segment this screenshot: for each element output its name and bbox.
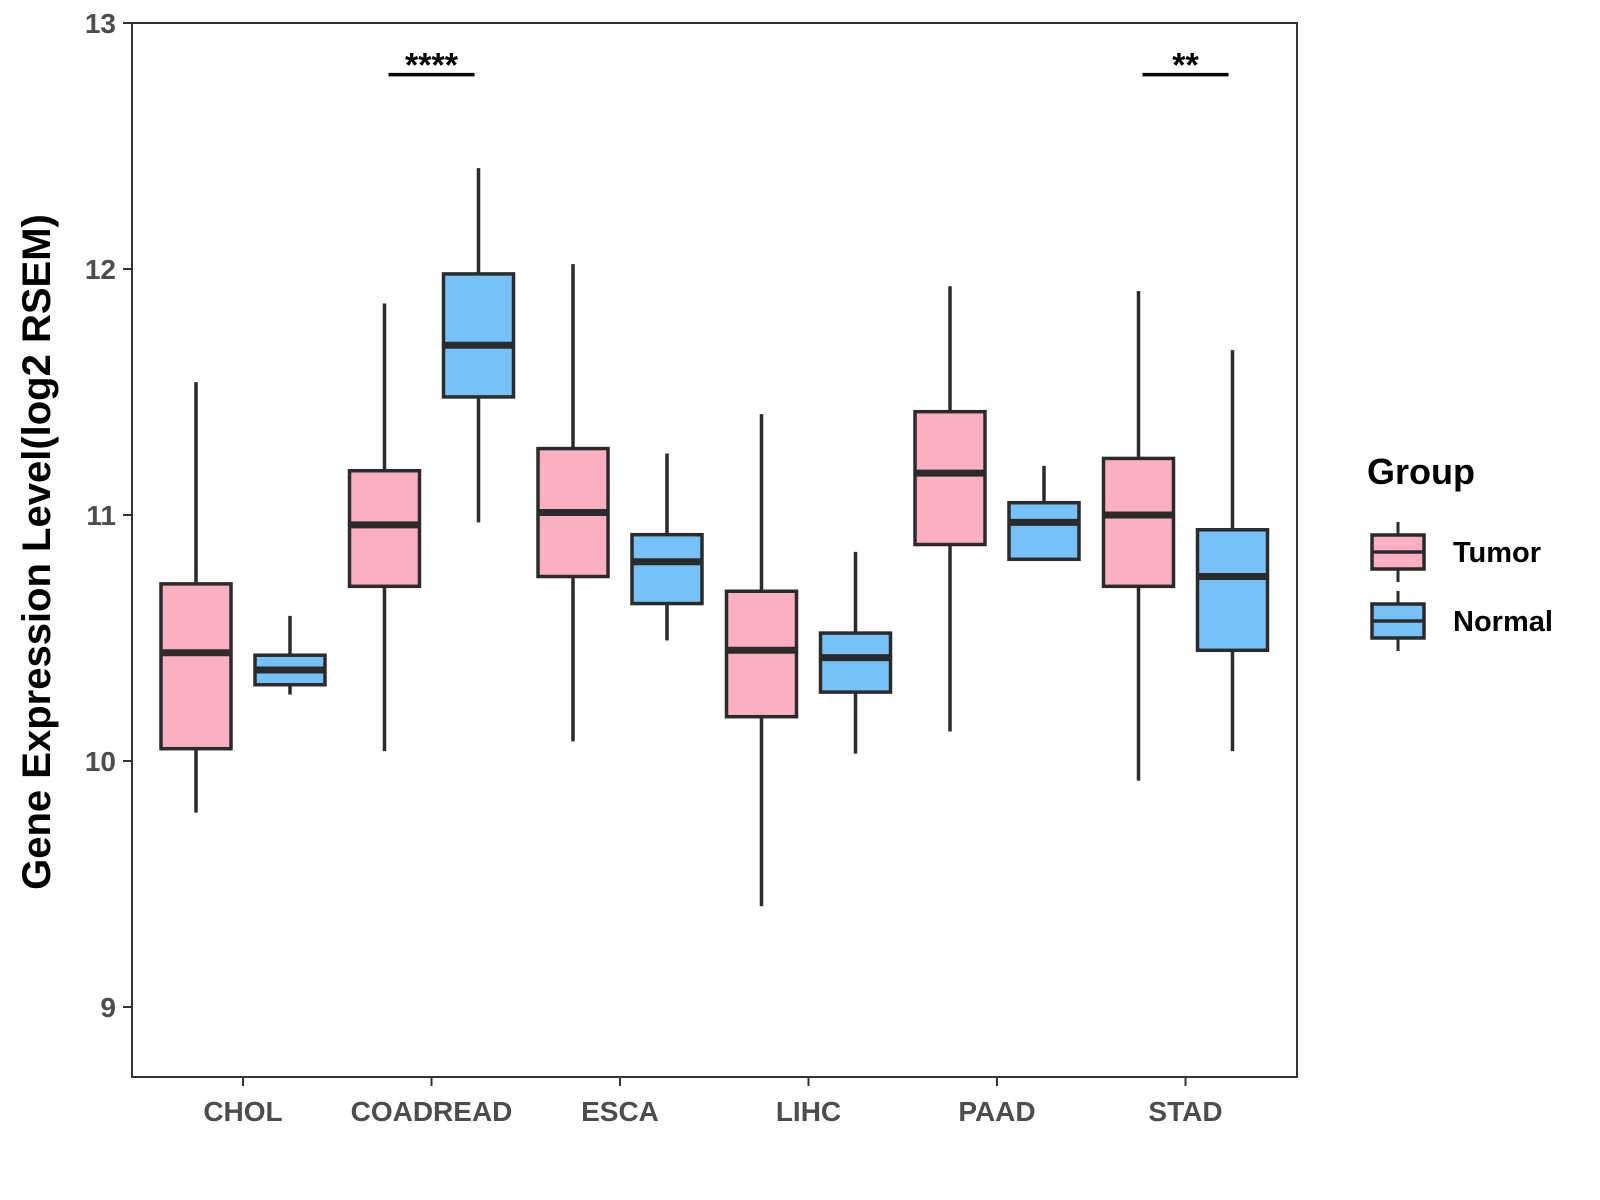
- y-tick-label-12: 12: [85, 254, 116, 285]
- legend-item-tumor: Tumor: [1370, 522, 1541, 582]
- box-rect-normal-esca: [630, 532, 704, 606]
- axes: 9 10 11 12 13 CHOL COADREAD ESCA LIHC PAAD STAD: [85, 8, 1298, 1127]
- box-tumor-lihc: [724, 414, 799, 907]
- legend-item-normal: Normal: [1370, 591, 1553, 651]
- box-tumor-coadread: [347, 303, 422, 752]
- x-tick-label-stad: STAD: [1148, 1096, 1222, 1127]
- y-tick-label-11: 11: [86, 500, 116, 531]
- y-tick-label-9: 9: [100, 992, 116, 1023]
- box-rect-tumor-coadread: [347, 468, 422, 589]
- box-rect-normal-stad: [1195, 528, 1270, 653]
- box-rect-tumor-stad: [1101, 456, 1176, 589]
- box-normal-coadread: [441, 168, 516, 523]
- box-tumor-stad: [1101, 291, 1176, 781]
- box-rect-tumor-lihc: [724, 589, 799, 719]
- box-normal-chol: [253, 615, 327, 695]
- box-tumor-paad: [913, 286, 987, 732]
- box-normal-paad: [1007, 465, 1081, 562]
- box-rect-tumor-paad: [913, 409, 987, 547]
- x-tick-label-chol: CHOL: [203, 1096, 282, 1127]
- y-axis-title: Gene Expression Level(log2 RSEM): [15, 214, 59, 890]
- y-tick-label-13: 13: [85, 8, 116, 39]
- box-normal-esca: [630, 453, 704, 641]
- box-rect-normal-lihc: [818, 631, 893, 694]
- sig-label-coadread: ****: [405, 47, 459, 85]
- panel-border: [131, 22, 1298, 1078]
- x-tick-label-lihc: LIHC: [776, 1096, 841, 1127]
- legend: Group Tumor Normal: [1367, 451, 1553, 651]
- x-tick-label-paad: PAAD: [958, 1096, 1035, 1127]
- sig-label-stad: **: [1172, 47, 1199, 85]
- legend-title: Group: [1367, 451, 1475, 492]
- box-normal-lihc: [818, 551, 893, 754]
- plot-area: **** **: [159, 47, 1270, 907]
- legend-label-tumor: Tumor: [1453, 537, 1541, 569]
- legend-label-normal: Normal: [1453, 606, 1553, 638]
- box-rect-normal-coadread: [441, 272, 516, 399]
- x-tick-label-esca: ESCA: [581, 1096, 659, 1127]
- box-rect-normal-paad: [1007, 500, 1081, 562]
- y-tick-label-10: 10: [85, 746, 116, 777]
- x-tick-label-coadread: COADREAD: [351, 1096, 513, 1127]
- box-tumor-chol: [159, 382, 233, 813]
- box-normal-stad: [1195, 350, 1270, 752]
- box-rect-tumor-chol: [159, 582, 233, 751]
- box-tumor-esca: [536, 264, 610, 742]
